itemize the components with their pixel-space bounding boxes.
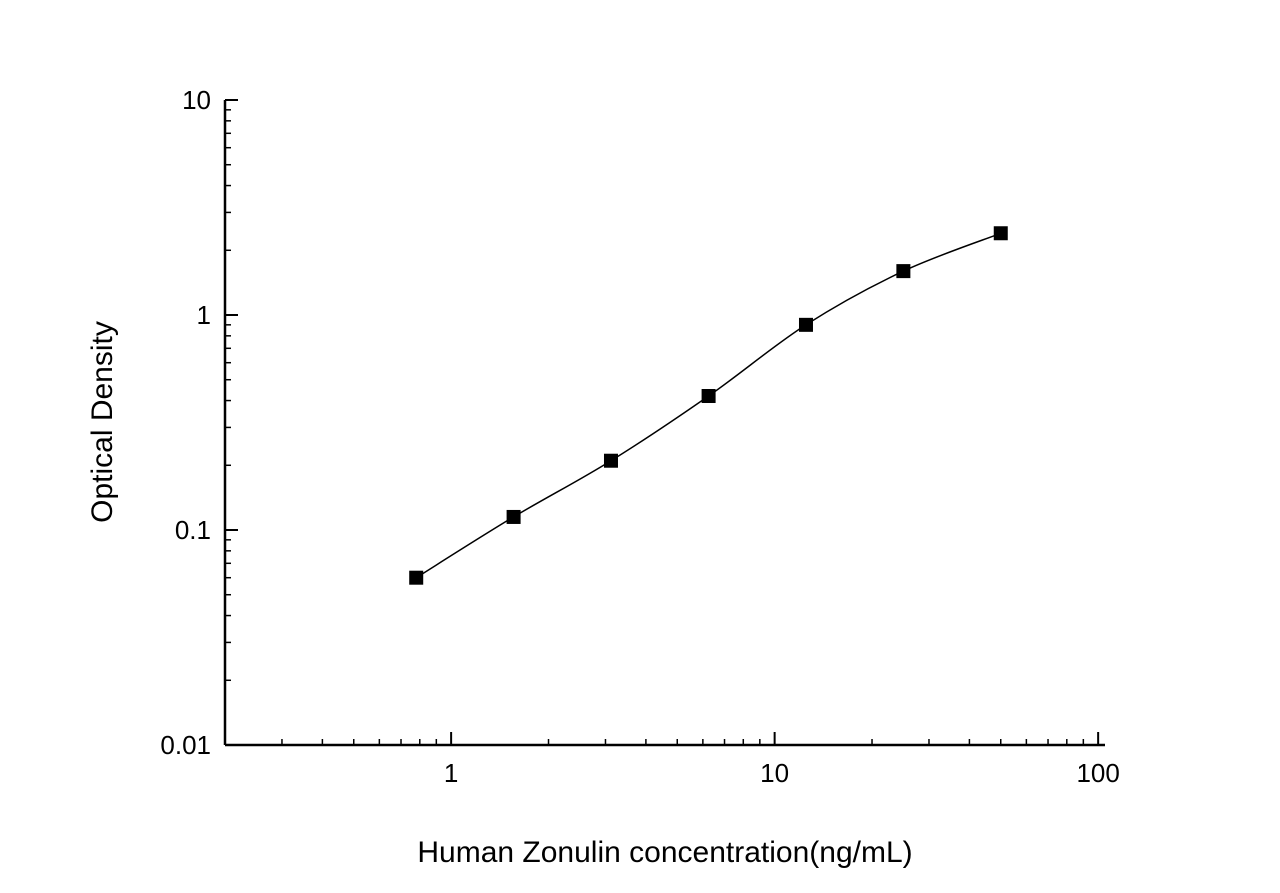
data-point-marker <box>993 226 1008 241</box>
y-tick-label: 10 <box>182 85 211 115</box>
data-point-marker <box>798 317 813 332</box>
y-axis-title: Optical Density <box>86 321 119 523</box>
x-tick-label: 1 <box>444 758 458 788</box>
y-tick-label: 0.1 <box>175 515 211 545</box>
x-tick-label: 100 <box>1076 758 1119 788</box>
y-tick-label: 0.01 <box>160 730 211 760</box>
fit-curve <box>415 232 1002 579</box>
data-point-marker <box>506 509 521 524</box>
x-axis-title: Human Zonulin concentration(ng/mL) <box>417 836 913 869</box>
x-tick-label: 10 <box>760 758 789 788</box>
data-point-marker <box>603 453 618 468</box>
data-point-marker <box>896 264 911 279</box>
data-point-marker <box>409 570 424 585</box>
data-point-marker <box>701 389 716 404</box>
y-tick-label: 1 <box>197 300 211 330</box>
